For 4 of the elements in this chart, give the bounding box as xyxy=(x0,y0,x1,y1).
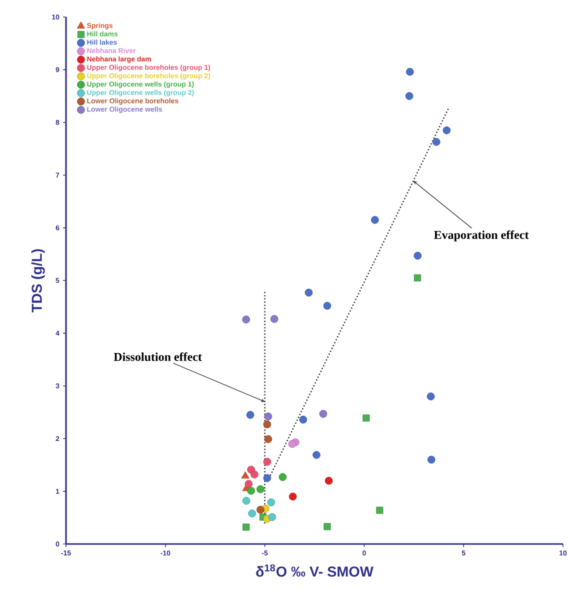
annotation: Dissolution effect xyxy=(114,352,202,361)
y-axis-title: TDS (g/L) xyxy=(31,249,45,312)
annotation: Evaporation effect xyxy=(434,230,529,242)
x-axis-title: δ$^{18}$O ‰ V- SMOW xyxy=(256,564,374,577)
